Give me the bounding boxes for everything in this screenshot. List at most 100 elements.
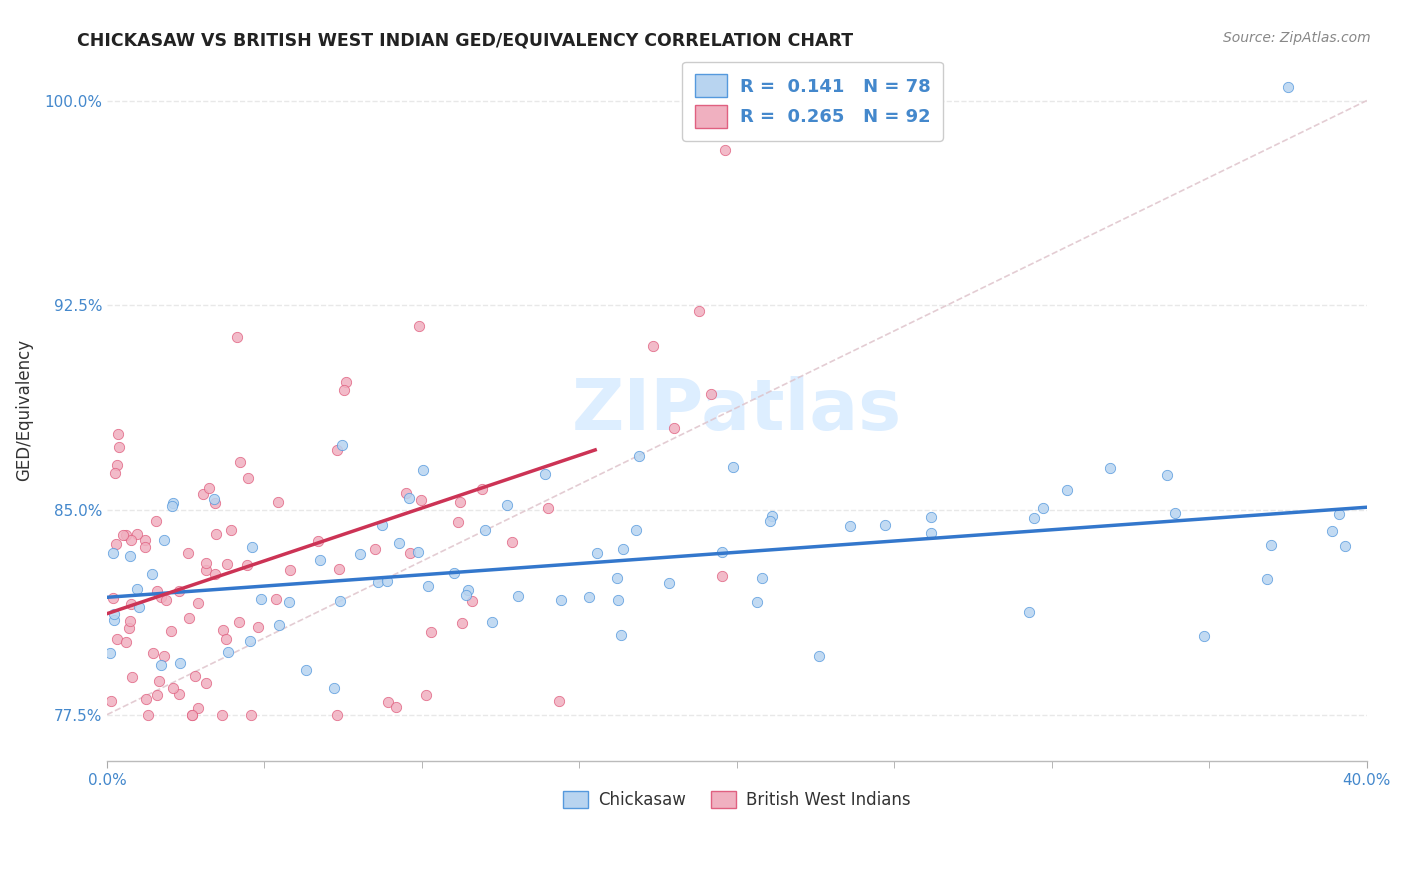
Point	[136, 707, 159, 722]
Point	[330, 438, 353, 452]
Point	[1156, 467, 1178, 482]
Point	[167, 687, 190, 701]
Point	[578, 590, 600, 604]
Point	[118, 549, 141, 564]
Point	[236, 471, 259, 485]
Point	[202, 492, 225, 507]
Point	[105, 632, 128, 647]
Point	[501, 535, 523, 549]
Point	[419, 625, 441, 640]
Point	[349, 547, 371, 561]
Point	[128, 599, 150, 614]
Point	[125, 526, 148, 541]
Point	[418, 579, 440, 593]
Point	[104, 537, 127, 551]
Point	[474, 523, 496, 537]
Point	[406, 544, 429, 558]
Point	[118, 614, 141, 628]
Point	[186, 700, 208, 714]
Point	[228, 615, 250, 629]
Point	[1322, 524, 1344, 539]
Point	[624, 523, 647, 537]
Point	[537, 501, 560, 516]
Point	[159, 624, 181, 638]
Point	[408, 319, 430, 334]
Point	[1277, 79, 1299, 94]
Point	[229, 455, 252, 469]
Point	[239, 633, 262, 648]
Point	[1056, 483, 1078, 498]
Point	[226, 329, 249, 343]
Point	[1164, 506, 1187, 520]
Point	[309, 552, 332, 566]
Point	[278, 564, 301, 578]
Point	[250, 592, 273, 607]
Point	[105, 458, 128, 472]
Point	[217, 645, 239, 659]
Point	[107, 427, 129, 442]
Point	[197, 481, 219, 495]
Point	[162, 496, 184, 510]
Point	[149, 590, 172, 604]
Point	[454, 588, 477, 602]
Text: CHICKASAW VS BRITISH WEST INDIAN GED/EQUIVALENCY CORRELATION CHART: CHICKASAW VS BRITISH WEST INDIAN GED/EQU…	[77, 31, 853, 49]
Point	[920, 509, 942, 524]
Point	[377, 695, 399, 709]
Point	[607, 592, 630, 607]
Point	[839, 519, 862, 533]
Point	[412, 463, 434, 477]
Point	[246, 619, 269, 633]
Point	[100, 694, 122, 708]
Point	[371, 518, 394, 533]
Point	[277, 595, 299, 609]
Point	[606, 571, 628, 585]
Point	[920, 526, 942, 541]
Point	[1327, 507, 1350, 521]
Point	[364, 541, 387, 556]
Point	[150, 658, 173, 673]
Point	[450, 616, 472, 631]
Point	[1192, 629, 1215, 643]
Point	[104, 466, 127, 480]
Point	[1099, 460, 1122, 475]
Point	[471, 482, 494, 496]
Point	[219, 523, 242, 537]
Point	[134, 533, 156, 547]
Point	[496, 498, 519, 512]
Point	[103, 546, 125, 560]
Point	[662, 421, 685, 435]
Point	[162, 681, 184, 695]
Point	[586, 546, 609, 560]
Point	[761, 508, 783, 523]
Point	[627, 449, 650, 463]
Point	[120, 533, 142, 548]
Point	[184, 669, 207, 683]
Point	[211, 623, 233, 637]
Point	[169, 656, 191, 670]
Point	[385, 699, 408, 714]
Point	[457, 582, 479, 597]
Point	[1333, 539, 1355, 553]
Point	[550, 593, 572, 607]
Point	[460, 594, 482, 608]
Point	[1260, 538, 1282, 552]
Point	[610, 627, 633, 641]
Point	[121, 670, 143, 684]
Point	[120, 597, 142, 611]
Point	[714, 143, 737, 157]
Point	[447, 515, 470, 529]
Point	[873, 517, 896, 532]
Point	[395, 486, 418, 500]
Point	[328, 562, 350, 576]
Point	[141, 567, 163, 582]
Point	[700, 387, 723, 401]
Point	[134, 541, 156, 555]
Point	[443, 566, 465, 581]
Point	[111, 528, 134, 542]
Point	[329, 594, 352, 608]
Point	[101, 591, 124, 605]
Point	[745, 594, 768, 608]
Point	[103, 607, 125, 621]
Point	[415, 688, 437, 702]
Point	[325, 707, 347, 722]
